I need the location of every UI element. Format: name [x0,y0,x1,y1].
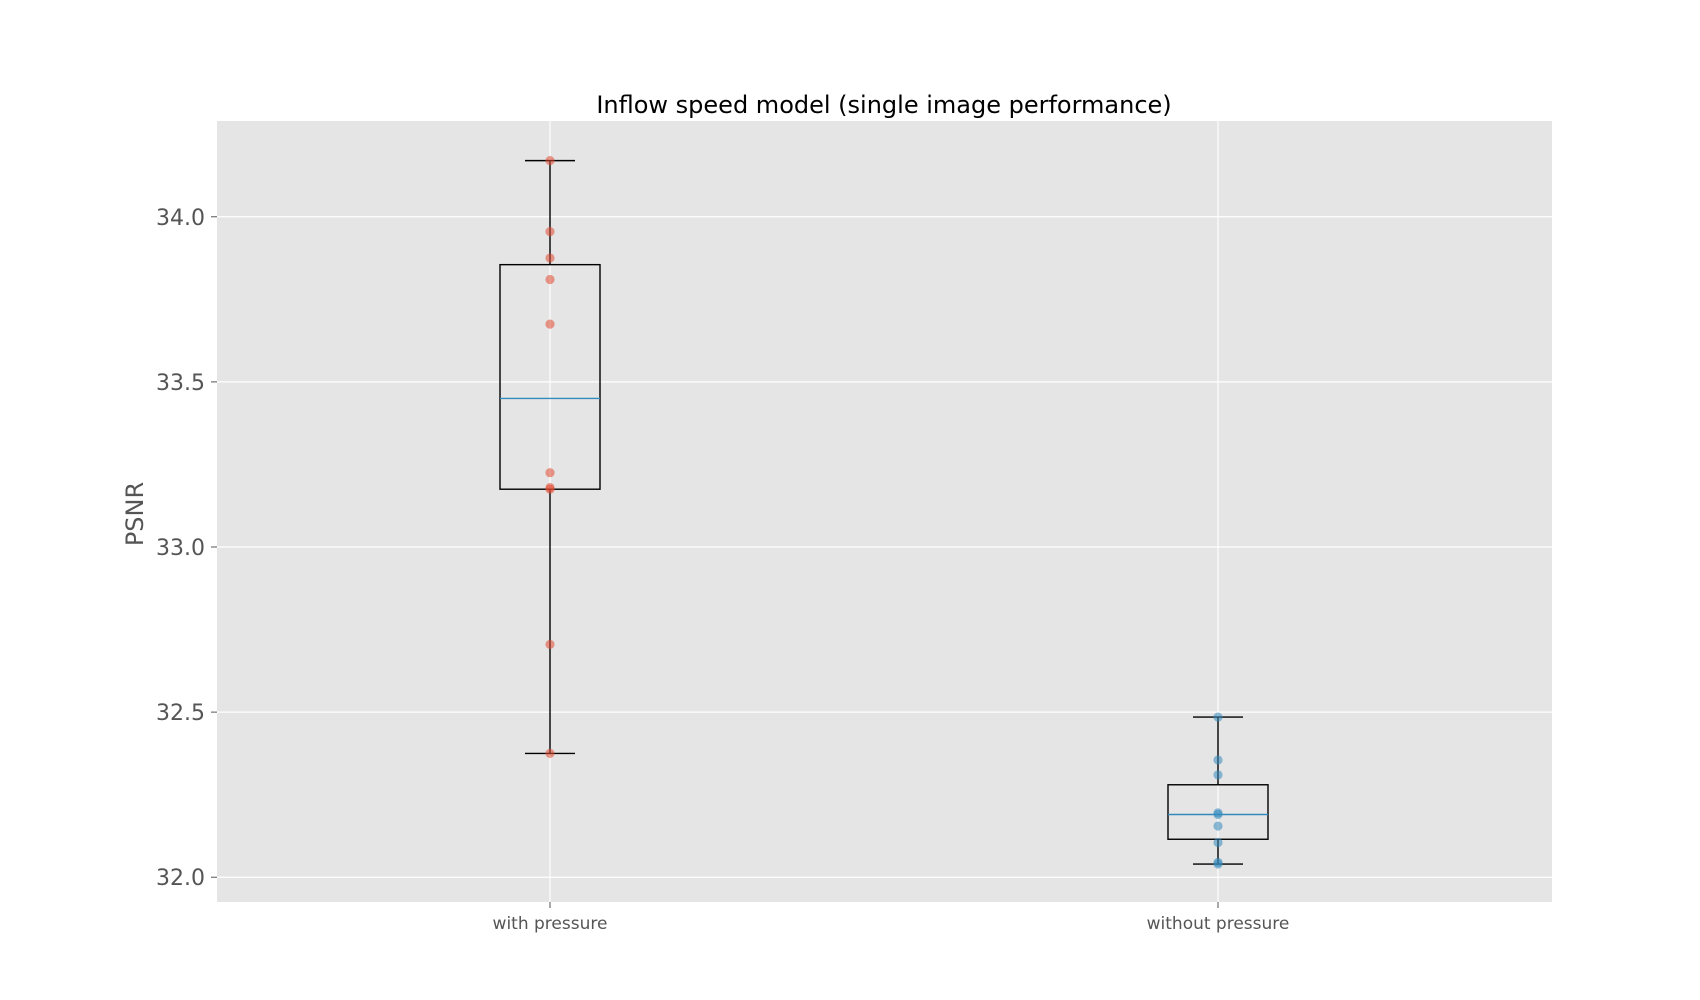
data-point [1213,809,1223,820]
x-tick-label: with pressure [493,914,608,934]
y-tick-label: 33.0 [156,536,205,561]
data-point [545,227,555,237]
data-point [545,274,555,285]
data-point [1213,837,1223,848]
y-tick-label: 34.0 [156,206,205,231]
points-layer [545,156,1223,869]
y-tick-label: 33.5 [156,371,205,396]
data-point [1213,755,1223,765]
data-point [545,253,555,263]
y-axis-ticks: 32.0 32.5 33.0 33.5 34.0 [156,206,217,891]
data-point [1213,712,1223,722]
data-point [545,156,555,166]
y-tick-label: 32.0 [156,866,205,891]
data-point [545,639,555,650]
data-point [545,484,555,494]
y-axis-label: PSNR [121,482,149,546]
data-point [545,319,555,329]
data-point [1213,770,1223,780]
data-point [1213,821,1223,831]
data-point [545,748,555,758]
plot-area [217,121,1552,902]
data-point [545,468,555,478]
y-tick-label: 32.5 [156,701,205,726]
chart-title: Inflow speed model (single image perform… [596,91,1171,119]
x-tick-label: without pressure [1147,914,1290,934]
x-axis-ticks: with pressure without pressure [493,902,1290,934]
data-point [1213,859,1223,869]
